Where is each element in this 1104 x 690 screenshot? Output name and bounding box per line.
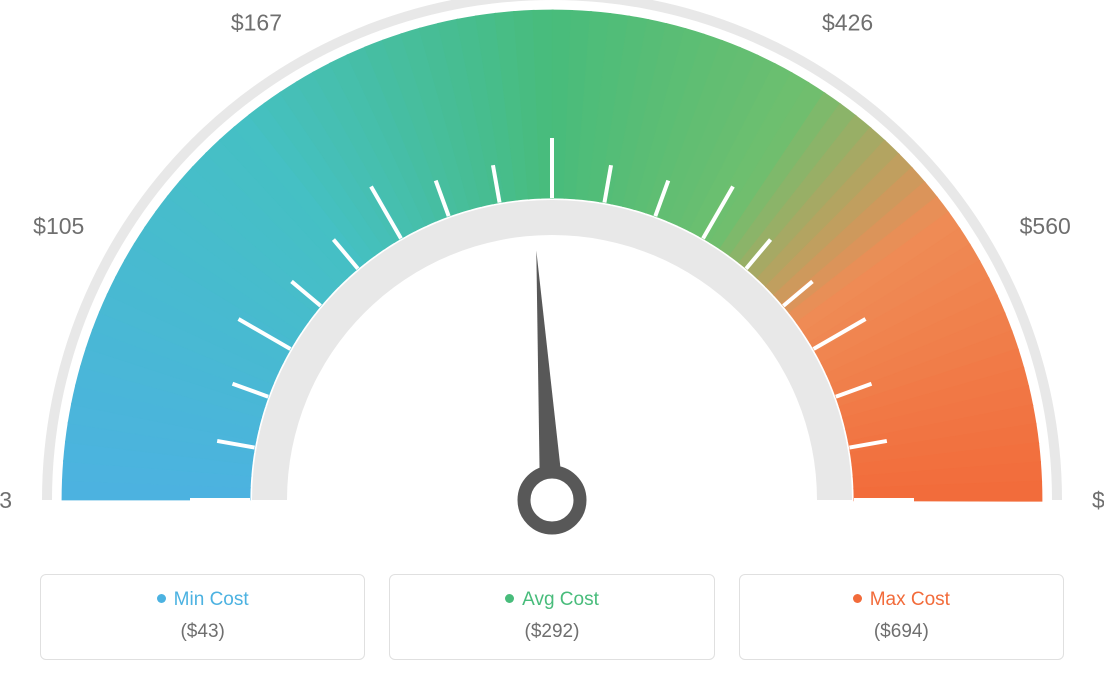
svg-text:$426: $426 bbox=[822, 9, 873, 35]
legend-max-title: Max Cost bbox=[740, 589, 1063, 611]
cost-gauge: $43$105$167$292$426$560$694 bbox=[0, 0, 1104, 560]
dot-icon bbox=[157, 594, 166, 603]
legend-min-title: Min Cost bbox=[41, 589, 364, 611]
svg-text:$105: $105 bbox=[33, 213, 84, 239]
legend-min: Min Cost ($43) bbox=[40, 574, 365, 660]
svg-text:$43: $43 bbox=[0, 487, 12, 513]
legend-row: Min Cost ($43) Avg Cost ($292) Max Cost … bbox=[40, 574, 1064, 660]
legend-max-label: Max Cost bbox=[870, 589, 950, 610]
legend-avg-label: Avg Cost bbox=[522, 589, 599, 610]
legend-avg-value: ($292) bbox=[390, 621, 713, 643]
svg-text:$560: $560 bbox=[1020, 213, 1071, 239]
dot-icon bbox=[853, 594, 862, 603]
legend-min-label: Min Cost bbox=[174, 589, 249, 610]
legend-max: Max Cost ($694) bbox=[739, 574, 1064, 660]
legend-max-value: ($694) bbox=[740, 621, 1063, 643]
dot-icon bbox=[505, 594, 514, 603]
svg-text:$167: $167 bbox=[231, 9, 282, 35]
legend-avg-title: Avg Cost bbox=[390, 589, 713, 611]
legend-avg: Avg Cost ($292) bbox=[389, 574, 714, 660]
legend-min-value: ($43) bbox=[41, 621, 364, 643]
svg-text:$694: $694 bbox=[1092, 487, 1104, 513]
